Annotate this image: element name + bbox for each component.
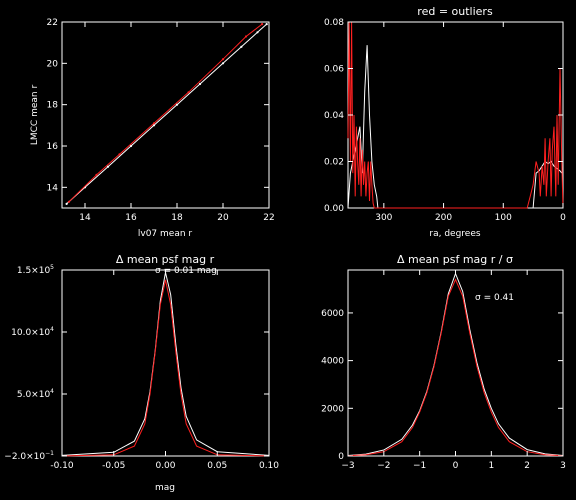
y-tick-mantissa: 1.5×10 [17,266,51,276]
x-tick-label: 0 [560,213,566,223]
panel-scatter: 14 16 18 20 22 14 16 18 20 22 lv07 mean r LMCC m… [30,18,275,239]
series-line-1 [61,279,270,457]
y-tick-exponent: 5 [50,264,54,271]
y-tick-exponent: −1 [45,450,54,457]
series-group [347,272,564,457]
y-tick-exponent: 4 [50,326,54,333]
y-tick-label: 1.5×105 [17,264,54,276]
x-tick-label: −1 [413,461,426,471]
plot-frame [61,269,270,457]
y-tick-label: 0.04 [324,111,344,121]
panel-delta-mag-sigma: −3 −2 −1 0 1 2 3 0 2000 4000 6000 Δ mean psf mag … [321,253,566,471]
series-line-0 [347,45,563,209]
series-line-1 [347,278,564,457]
y-tick-label: 0.02 [324,158,344,168]
plot-frame [347,269,564,457]
x-tick-label: 22 [263,213,274,223]
panel-outliers: 300 200 100 0 0.00 0.02 0.04 0.06 0.08 red = ou… [324,5,566,239]
x-tick-label: 0 [453,461,459,471]
y-tick-label: 10.0×104 [11,326,54,338]
x-tick-label: 3 [560,461,566,471]
y-tick-label: 18 [47,101,59,111]
x-tick-label: 16 [125,213,137,223]
y-axis-label: LMCC mean r [30,85,40,146]
series-group [347,21,564,209]
y-tick-label: 6000 [321,309,344,319]
x-ticks: 300 200 100 0 [375,22,566,223]
x-tick-label: −3 [341,461,354,471]
x-tick-label: 0.10 [259,461,279,471]
series-line-0 [66,23,268,205]
plot-frame [347,21,564,209]
x-ticks: −3 −2 −1 0 1 2 3 [341,270,566,471]
series-line-1 [68,23,263,203]
y-tick-label: 0.06 [324,65,344,75]
y-tick-label: 14 [47,183,59,193]
y-tick-label: 0.08 [324,18,344,28]
series-line-0 [61,272,270,456]
y-tick-mantissa: −2.0×10 [4,452,45,462]
x-tick-label: -0.10 [50,461,74,471]
x-axis-label: lv07 mean r [138,229,193,239]
y-ticks: 0.00 0.02 0.04 0.06 0.08 [324,18,563,214]
y-tick-label: 0 [338,452,344,462]
x-tick-label: 300 [375,213,392,223]
x-tick-label: 200 [435,213,452,223]
x-axis-label: mag [155,483,175,493]
y-tick-mantissa: 5.0×10 [17,390,51,400]
series-group [65,23,268,205]
y-ticks: 14 16 18 20 22 [47,18,269,193]
x-tick-label: 1 [488,461,494,471]
chart-title: Δ mean psf mag r [116,253,215,266]
x-axis-label: ra, degrees [429,229,480,239]
series-line-1 [347,21,564,209]
annotation: σ = 0.41 [475,293,514,303]
series-line-0 [347,272,564,456]
annotation: σ = 0.01 mag [155,266,217,276]
plot-frame [61,21,270,209]
y-tick-label: 20 [47,59,59,69]
y-tick-exponent: 4 [50,388,54,395]
x-tick-label: 20 [217,213,229,223]
x-tick-label: 0.00 [155,461,175,471]
x-tick-label: 14 [79,213,91,223]
y-tick-label: 22 [47,18,58,28]
x-ticks: -0.10 -0.05 0.00 0.05 0.10 [50,270,279,471]
panel-delta-mag: -0.10 -0.05 0.00 0.05 0.10 −2.0×10−15.0×1041… [4,253,279,493]
x-tick-label: -0.05 [102,461,125,471]
y-tick-label: 4000 [321,357,344,367]
x-ticks: 14 16 18 20 22 [79,22,275,223]
chart-title: red = outliers [417,5,493,18]
series-group [61,272,270,457]
x-tick-label: 100 [495,213,512,223]
y-tick-label: −2.0×10−1 [4,450,54,462]
y-tick-label: 0.00 [324,204,344,214]
x-tick-label: 2 [524,461,530,471]
y-tick-label: 5.0×104 [17,388,54,400]
y-ticks: 0 2000 4000 6000 [321,309,563,462]
y-tick-mantissa: 10.0×10 [11,328,50,338]
y-tick-label: 2000 [321,404,344,414]
x-tick-label: −2 [377,461,390,471]
y-tick-label: 16 [47,142,59,152]
x-tick-label: 18 [171,213,183,223]
x-tick-label: 0.05 [207,461,227,471]
chart-title: Δ mean psf mag r / σ [397,253,513,266]
